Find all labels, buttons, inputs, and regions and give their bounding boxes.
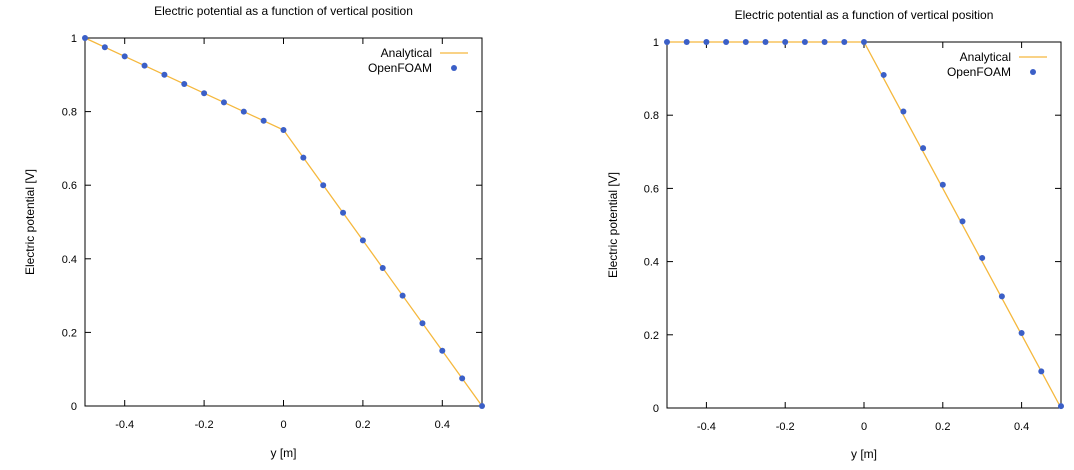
chart-1-openfoam-point — [340, 209, 347, 216]
chart-1-openfoam-point — [260, 117, 267, 124]
chart-2-ytick-label: 1 — [653, 37, 659, 49]
chart-1-y-axis-label: Electric potential [V] — [23, 169, 37, 275]
chart-1-openfoam-point — [479, 403, 485, 409]
chart-2-openfoam-point — [703, 39, 710, 45]
chart-1-openfoam-point — [220, 99, 227, 106]
chart-1-openfoam-point — [161, 71, 168, 78]
chart-2-openfoam-point — [900, 108, 907, 115]
chart-2-openfoam-point — [723, 39, 730, 45]
chart-2-openfoam-point — [979, 254, 986, 261]
chart-2-xtick-label: -0.2 — [776, 421, 795, 433]
chart-2-legend-label: OpenFOAM — [947, 65, 1011, 79]
chart-1-openfoam-point — [300, 154, 307, 161]
chart-2-openfoam-point — [1018, 329, 1025, 336]
chart-1-series-analytical-line — [84, 37, 483, 407]
chart-2-ytick-label: 0.2 — [644, 330, 659, 342]
chart-1-openfoam-point — [121, 53, 128, 60]
chart-1-ytick-label: 0.8 — [62, 107, 77, 119]
chart-2-x-axis-label: y [m] — [851, 447, 877, 461]
chart-2-openfoam-point — [782, 39, 789, 45]
chart-2-openfoam-point — [998, 293, 1005, 300]
chart-1-ytick-label: 0.6 — [62, 180, 77, 192]
chart-2: Electric potential as a function of vert… — [606, 8, 1064, 461]
chart-2-plot-frame — [666, 41, 1062, 409]
chart-2-series-analytical-line — [667, 41, 1062, 409]
chart-2-xtick-label: 0 — [861, 421, 867, 433]
chart-2-openfoam-point — [861, 39, 867, 45]
chart-1-openfoam-point — [419, 320, 426, 327]
chart-1-openfoam-point — [379, 265, 386, 271]
chart-1-xtick-label: 0.2 — [355, 419, 370, 431]
chart-1-openfoam-point — [399, 292, 406, 299]
chart-2-y-axis-label: Electric potential [V] — [606, 172, 620, 278]
chart-1-openfoam-point — [439, 347, 446, 354]
chart-2-openfoam-point — [959, 218, 966, 225]
chart-1-ytick-label: 0.4 — [62, 254, 77, 266]
chart-1-ytick-label: 0 — [71, 401, 77, 413]
chart-2-xtick-label: 0.2 — [935, 421, 950, 433]
chart-2-legend-point-swatch — [1030, 69, 1036, 75]
chart-1-legend-point-swatch — [451, 65, 457, 71]
chart-1-openfoam-point — [181, 81, 188, 87]
chart-2-ytick-label: 0.4 — [644, 257, 659, 269]
chart-1-xtick-label: 0.4 — [435, 419, 450, 431]
chart-2-openfoam-point — [920, 145, 927, 152]
chart-2-openfoam-point — [664, 39, 670, 45]
chart-1-xtick-label: -0.4 — [115, 419, 134, 431]
chart-2-openfoam-point — [880, 71, 887, 78]
chart-1-openfoam-point — [359, 237, 366, 244]
chart-2-legend-label: Analytical — [960, 50, 1011, 64]
chart-1: Electric potential as a function of vert… — [23, 4, 485, 460]
chart-2-ytick-label: 0 — [653, 403, 659, 415]
chart-1-legend-label: OpenFOAM — [368, 61, 432, 75]
chart-2-openfoam-point — [683, 39, 690, 45]
chart-1-openfoam-point — [101, 44, 108, 51]
chart-2-openfoam-point — [1058, 403, 1064, 410]
chart-1-openfoam-point — [82, 35, 88, 41]
chart-1-xtick-label: 0 — [280, 419, 286, 431]
chart-2-openfoam-point — [801, 39, 808, 45]
chart-1-openfoam-point — [240, 108, 247, 115]
chart-1-legend-label: Analytical — [381, 46, 432, 60]
chart-2-xtick-label: 0.4 — [1014, 421, 1029, 433]
chart-1-ytick-label: 1 — [71, 33, 77, 45]
chart-2-openfoam-point — [1038, 368, 1045, 375]
chart-2-openfoam-point — [841, 39, 848, 45]
chart-2-openfoam-point — [939, 181, 946, 188]
chart-2-ytick-label: 0.6 — [644, 183, 659, 195]
chart-1-xtick-label: -0.2 — [195, 419, 214, 431]
chart-2-title: Electric potential as a function of vert… — [735, 8, 994, 22]
chart-1-openfoam-point — [280, 127, 287, 133]
chart-2-ytick-label: 0.8 — [644, 110, 659, 122]
chart-1-title: Electric potential as a function of vert… — [154, 4, 413, 18]
chart-1-x-axis-label: y [m] — [271, 446, 297, 460]
chart-2-openfoam-point — [821, 39, 828, 45]
chart-1-openfoam-point — [201, 90, 208, 97]
chart-1-openfoam-point — [459, 375, 466, 382]
chart-2-openfoam-point — [742, 39, 749, 45]
chart-1-openfoam-point — [141, 62, 148, 69]
chart-2-openfoam-point — [762, 39, 769, 45]
chart-1-plot-frame — [84, 37, 483, 407]
chart-2-xtick-label: -0.4 — [697, 421, 716, 433]
chart-1-openfoam-point — [320, 182, 327, 189]
chart-1-ytick-label: 0.2 — [62, 327, 77, 339]
